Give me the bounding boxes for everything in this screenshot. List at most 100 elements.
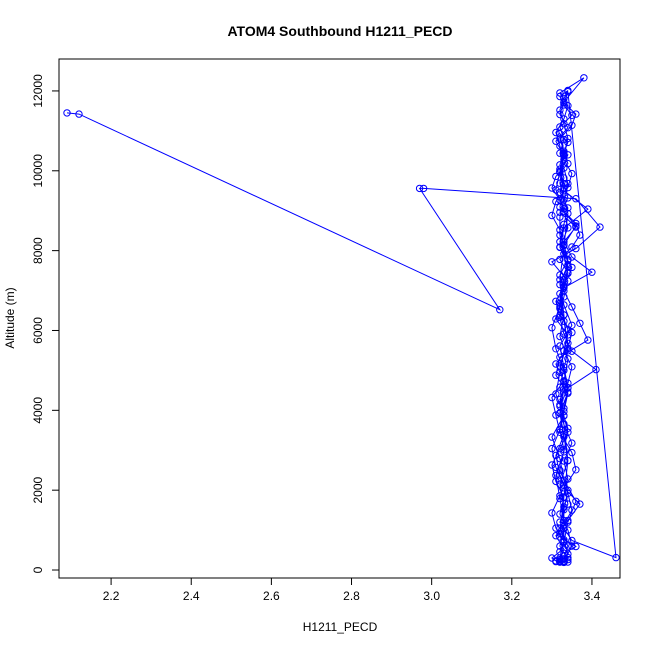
data-point (564, 204, 572, 212)
data-point (564, 256, 572, 264)
y-tick-label: 8000 (31, 237, 45, 264)
y-tick-label: 6000 (31, 317, 45, 344)
data-point (560, 476, 568, 484)
data-point (560, 98, 568, 106)
data-point (552, 471, 560, 480)
data-point (560, 238, 568, 246)
data-point (560, 538, 568, 546)
data-point (592, 365, 600, 374)
data-point (572, 222, 580, 230)
data-point (560, 524, 568, 533)
y-axis-label: Altitude (m) (3, 287, 17, 348)
data-point (556, 471, 564, 479)
data-point (560, 330, 568, 338)
x-tick-label: 3.4 (584, 589, 601, 603)
data-point (564, 339, 572, 347)
data-point (560, 151, 568, 160)
data-point (560, 506, 568, 514)
data-point (564, 151, 572, 159)
data-point (564, 347, 572, 355)
data-point (75, 110, 83, 118)
data-point (612, 553, 620, 562)
data-point (564, 260, 572, 269)
data-point (560, 503, 568, 511)
data-point (548, 461, 556, 469)
data-point (564, 138, 572, 147)
data-point (556, 110, 564, 119)
data-point (560, 446, 568, 454)
data-point (564, 326, 572, 334)
y-tick-label: 10000 (31, 154, 45, 188)
data-point (560, 220, 568, 229)
data-point (564, 355, 572, 363)
data-point (568, 347, 576, 355)
data-point (564, 134, 572, 143)
data-point (548, 258, 556, 266)
x-tick-label: 3.2 (503, 589, 520, 603)
data-point (560, 457, 568, 465)
y-tick-label: 12000 (31, 74, 45, 108)
data-point (568, 536, 576, 545)
y-tick-label: 2000 (31, 476, 45, 503)
data-point (556, 529, 564, 537)
data-point (556, 196, 564, 204)
data-point (560, 385, 568, 393)
data-point (584, 205, 592, 213)
data-point (576, 231, 584, 239)
data-point (552, 524, 560, 532)
y-tick-label: 4000 (31, 397, 45, 424)
data-point (556, 271, 564, 279)
data-point (572, 466, 580, 474)
data-point (560, 347, 568, 355)
data-point (564, 555, 572, 564)
data-point (556, 395, 564, 404)
data-point (556, 92, 564, 101)
data-point (568, 439, 576, 447)
data-point (556, 510, 564, 518)
data-point (556, 213, 564, 221)
data-point (564, 331, 572, 339)
data-point (556, 353, 564, 361)
data-point (560, 120, 568, 128)
data-point (556, 226, 564, 234)
data-point (556, 161, 564, 169)
data-point (564, 179, 572, 188)
data-point (572, 542, 580, 551)
data-point (556, 179, 564, 187)
data-point (564, 475, 572, 483)
data-point (560, 404, 568, 412)
data-point (588, 268, 596, 276)
data-point (556, 130, 564, 138)
data-point (560, 94, 568, 103)
data-point (548, 324, 556, 332)
data-point (560, 115, 568, 123)
data-point (560, 242, 568, 250)
data-point (560, 536, 568, 544)
data-point (556, 243, 564, 252)
data-point (572, 244, 580, 253)
data-point (596, 223, 604, 231)
data-point (556, 480, 564, 488)
data-point (556, 135, 564, 143)
data-point (560, 433, 568, 441)
data-point (560, 149, 568, 157)
data-point (560, 363, 568, 371)
data-point (63, 109, 71, 117)
data-point (564, 428, 572, 436)
data-point (556, 165, 564, 173)
data-point (564, 542, 572, 550)
data-point (556, 238, 564, 246)
data-point (548, 444, 556, 453)
data-point (560, 187, 568, 195)
chart-title: ATOM4 Southbound H1211_PECD (227, 23, 452, 39)
data-point (568, 111, 576, 120)
x-axis: 2.2 2.4 2.6 2.8 3.0 3.2 3.4 (103, 577, 601, 603)
data-point (560, 558, 568, 566)
data-point (548, 211, 556, 220)
x-tick-label: 2.8 (343, 589, 360, 603)
data-point (568, 243, 576, 251)
data-point (556, 466, 564, 474)
data-point (560, 224, 568, 232)
data-point (556, 428, 564, 436)
data-point (560, 250, 568, 258)
